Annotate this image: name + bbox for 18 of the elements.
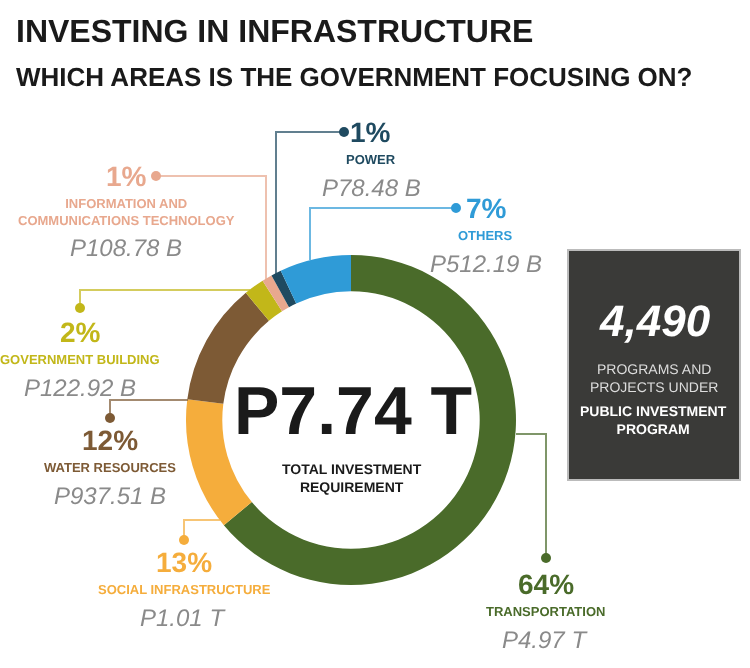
text: P512.19 B <box>430 250 543 278</box>
text: P937.51 B <box>54 482 167 510</box>
text: P4.97 T <box>502 626 590 654</box>
data-label: 1% <box>350 116 392 148</box>
data-label: 7% <box>466 192 508 224</box>
chart-title: INVESTING IN INFRASTRUCTURE <box>16 16 534 50</box>
text: P7.74 T <box>234 374 473 450</box>
data-label: 64% <box>518 568 576 600</box>
text: P108.78 B <box>70 234 183 262</box>
data-label: 1% <box>106 160 148 192</box>
text: P78.48 B <box>322 174 421 202</box>
text: P1.01 T <box>140 604 228 632</box>
text: P122.92 B <box>24 374 137 402</box>
data-label: 13% <box>156 546 214 578</box>
chart-subtitle: WHICH AREAS IS THE GOVERNMENT FOCUSING ON? <box>16 62 693 92</box>
data-label: 2% <box>60 316 102 348</box>
text: 4,490 <box>598 296 712 346</box>
data-label: 12% <box>82 424 140 456</box>
